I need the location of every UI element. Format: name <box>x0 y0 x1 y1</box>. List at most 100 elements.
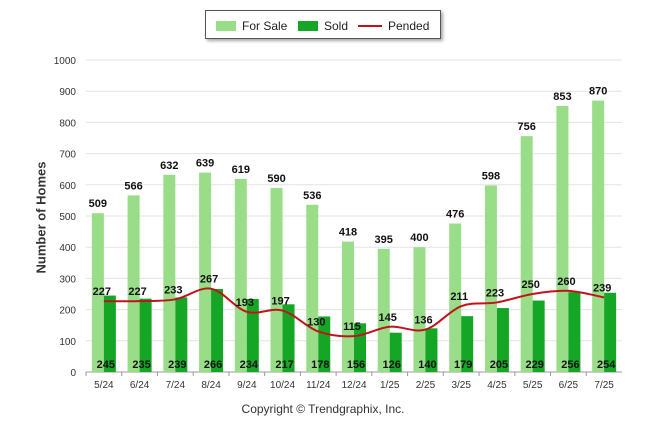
y-tick-label: 200 <box>59 306 76 317</box>
y-tick-label: 600 <box>59 181 76 192</box>
y-axis-title: Number of Homes <box>33 161 49 274</box>
bar-sold <box>282 304 295 372</box>
x-tick-label: 7/25 <box>594 380 614 391</box>
x-tick-label: 8/24 <box>201 380 221 391</box>
x-tick-label: 4/25 <box>487 380 507 391</box>
legend-swatch-for-sale <box>216 20 236 31</box>
bar-sold <box>211 289 224 372</box>
legend-label-sold: Sold <box>324 18 349 33</box>
data-label-for-sale: 598 <box>482 170 500 182</box>
data-label-for-sale: 400 <box>410 232 428 244</box>
x-tick-label: 2/25 <box>416 380 436 391</box>
y-tick-label: 700 <box>59 150 76 161</box>
data-label-for-sale: 756 <box>517 121 535 133</box>
data-label-sold: 179 <box>454 359 472 371</box>
data-label-pended: 136 <box>414 315 432 327</box>
legend-item-sold: Sold <box>298 18 348 33</box>
x-tick-label: 5/25 <box>523 380 543 391</box>
bar-sold <box>425 328 438 372</box>
y-tick-label: 800 <box>59 118 76 129</box>
bar-sold <box>103 295 116 372</box>
x-tick-label: 1/25 <box>380 380 400 391</box>
data-label-sold: 234 <box>240 359 259 371</box>
data-label-sold: 256 <box>561 359 579 371</box>
legend-item-for-sale: For Sale <box>216 18 287 33</box>
data-label-pended: 130 <box>307 316 325 328</box>
bar-for-sale <box>270 187 283 372</box>
bar-sold <box>318 316 331 372</box>
y-tick-label: 900 <box>59 87 76 98</box>
bar-for-sale <box>127 195 140 372</box>
y-tick-label: 100 <box>59 337 76 348</box>
bar-for-sale <box>592 100 605 372</box>
data-label-for-sale: 632 <box>160 160 178 172</box>
y-tick-label: 1000 <box>54 56 77 67</box>
bar-sold <box>532 300 545 372</box>
x-tick-label: 6/25 <box>559 380 579 391</box>
bar-for-sale <box>484 185 497 372</box>
x-tick-label: 7/24 <box>166 380 186 391</box>
legend-label-pended: Pended <box>388 18 430 33</box>
data-label-pended: 197 <box>271 296 289 308</box>
x-tick-label: 9/24 <box>237 380 257 391</box>
bar-for-sale <box>413 247 426 372</box>
data-label-for-sale: 418 <box>339 227 357 239</box>
bar-for-sale <box>199 172 212 372</box>
legend-swatch-pended <box>358 24 382 27</box>
data-label-sold: 156 <box>347 359 365 371</box>
bar-sold <box>496 308 509 372</box>
data-label-sold: 205 <box>490 359 508 371</box>
bar-for-sale <box>556 105 569 372</box>
data-label-sold: 239 <box>168 359 186 371</box>
data-label-pended: 239 <box>593 282 611 294</box>
data-label-for-sale: 853 <box>553 91 571 103</box>
bar-sold <box>568 292 581 372</box>
data-label-for-sale: 619 <box>232 164 250 176</box>
data-label-sold: 245 <box>97 359 115 371</box>
data-label-for-sale: 395 <box>375 234 393 246</box>
bar-for-sale <box>163 174 176 372</box>
bar-sold <box>389 332 402 372</box>
data-label-pended: 250 <box>521 279 539 291</box>
y-tick-label: 500 <box>59 212 76 223</box>
bar-for-sale <box>91 213 104 372</box>
data-label-sold: 217 <box>275 359 293 371</box>
x-tick-label: 6/24 <box>130 380 150 391</box>
x-tick-label: 11/24 <box>306 380 331 391</box>
legend-swatch-sold <box>298 20 318 31</box>
data-label-pended: 227 <box>128 286 146 298</box>
bar-sold <box>139 298 152 372</box>
chart-legend: For Sale Sold Pended <box>205 10 441 39</box>
bar-for-sale <box>377 248 390 372</box>
data-label-pended: 267 <box>200 274 218 286</box>
data-label-pended: 145 <box>379 312 397 324</box>
data-label-sold: 229 <box>525 359 543 371</box>
legend-label-for-sale: For Sale <box>242 18 288 33</box>
bar-sold <box>461 316 474 372</box>
data-label-pended: 260 <box>557 276 575 288</box>
copyright-text: Copyright © Trendgraphix, Inc. <box>241 402 405 416</box>
x-tick-label: 12/24 <box>341 380 366 391</box>
bar-sold <box>175 297 188 372</box>
bar-for-sale <box>234 178 247 372</box>
bar-sold <box>604 292 617 372</box>
data-label-for-sale: 639 <box>196 158 214 170</box>
data-label-pended: 227 <box>93 286 111 298</box>
data-label-pended: 211 <box>450 291 468 303</box>
data-label-sold: 235 <box>132 359 150 371</box>
bar-sold <box>246 298 259 372</box>
pended-line <box>103 287 605 338</box>
y-tick-label: 400 <box>59 243 76 254</box>
bar-for-sale <box>342 241 354 372</box>
bar-for-sale <box>520 136 533 372</box>
data-label-sold: 266 <box>204 359 222 371</box>
data-label-pended: 233 <box>164 284 182 296</box>
data-label-for-sale: 509 <box>89 198 107 210</box>
legend-item-pended: Pended <box>358 18 429 33</box>
data-label-pended: 193 <box>236 297 254 309</box>
y-tick-label: 0 <box>70 368 76 379</box>
data-label-pended: 223 <box>486 287 504 299</box>
data-label-sold: 254 <box>597 359 616 371</box>
data-label-for-sale: 590 <box>267 173 285 185</box>
